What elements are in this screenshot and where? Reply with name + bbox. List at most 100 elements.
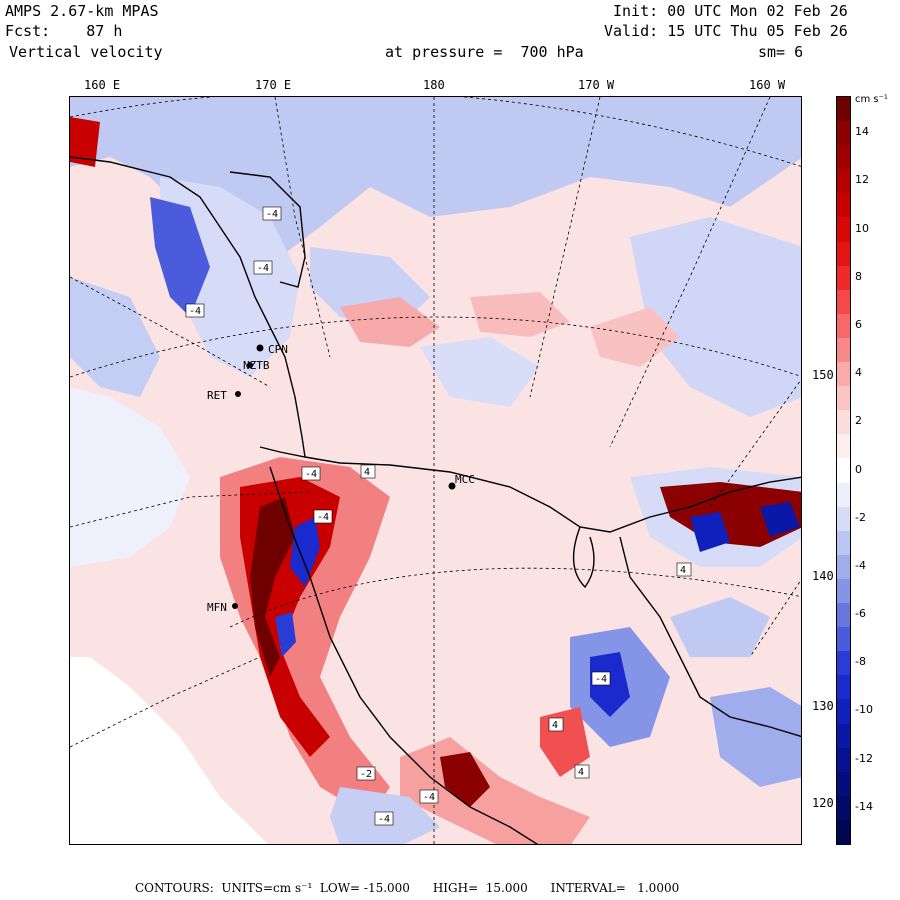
contour-label-1: -4: [266, 209, 278, 220]
downdraft-northwest: [150, 197, 210, 317]
negative-patch-east: [670, 597, 770, 657]
colorbar-cell: [837, 386, 850, 411]
colorbar-tick-label: -8: [855, 655, 866, 669]
forecast-hour: Fcst: 87 h: [5, 22, 123, 40]
colorbar-units: cm s⁻¹: [855, 94, 888, 105]
colorbar-tick-label: 0: [855, 462, 862, 476]
colorbar-cell: [837, 145, 850, 170]
meridian-160e: [70, 276, 271, 388]
lon-label-180: 180: [423, 78, 445, 92]
smoothing: sm= 6: [758, 43, 804, 61]
colorbar-cell: [837, 313, 850, 339]
colorbar-tick-label: -10: [855, 703, 873, 717]
station-dot-mfn: [232, 603, 238, 609]
colorbar-tick-label: -4: [855, 558, 866, 572]
colorbar-tick-label: 8: [855, 269, 862, 283]
meridian-140w: [749, 579, 801, 658]
coast-roosevelt-island: [572, 526, 595, 589]
colorbar-cell: [837, 578, 850, 604]
station-label-cpn: CPN: [268, 343, 288, 356]
lon-label-170e: 170 E: [255, 78, 292, 92]
field-name: Vertical velocity: [9, 43, 163, 61]
colorbar: [836, 96, 851, 845]
colorbar-cell: [837, 337, 850, 363]
downdraft-core-a: [290, 517, 320, 587]
downdraft-core-east-b: [760, 502, 800, 537]
contour-label-13: -2: [360, 769, 372, 780]
lon-label-160e: 160 E: [84, 78, 121, 92]
colorbar-tick-label: -2: [855, 510, 866, 524]
positive-patch-a: [340, 297, 440, 347]
colorbar-tick-label: -12: [855, 751, 873, 765]
contour-label-10: 4: [578, 767, 584, 778]
colorbar-cell: [837, 554, 850, 580]
colorbar-cell: [837, 819, 850, 845]
colorbar-cell: [837, 795, 850, 821]
colorbar-cell: [837, 193, 850, 219]
colorbar-cell: [837, 362, 850, 387]
station-dot-mcc: [448, 482, 456, 490]
coast-victoria-land: [70, 156, 306, 458]
neutral-region-sw: [70, 657, 268, 844]
colorbar-cell: [837, 675, 850, 700]
colorbar-cell: [837, 458, 850, 484]
colorbar-tick-label: 6: [855, 317, 862, 331]
colorbar-cell: [837, 723, 850, 749]
negative-region-far-east: [710, 687, 801, 787]
contour-label-6: -4: [317, 512, 329, 523]
station-label-ret: RET: [207, 389, 227, 402]
contour-label-2: -4: [257, 263, 269, 274]
colorbar-tick-label: 4: [855, 366, 862, 380]
contour-label-9: -4: [595, 674, 607, 685]
contour-labels: -4 -4 -4 4 -4 -4 4 4 -4 4 -4 -4 -2: [185, 206, 692, 826]
contour-info: CONTOURS: UNITS=cm s⁻¹ LOW= -15.000 HIGH…: [135, 881, 680, 895]
contour-label-11: -4: [423, 792, 435, 803]
positive-patch-c: [590, 307, 680, 367]
colorbar-cell: [837, 627, 850, 652]
colorbar-cell: [837, 410, 850, 435]
contour-label-7: 4: [680, 565, 686, 576]
valid-time: Valid: 15 UTC Thu 05 Feb 26: [604, 22, 848, 40]
parallel-mid: [70, 316, 801, 378]
colorbar-cell: [837, 530, 850, 556]
ross-ice-shelf-front: [259, 446, 801, 533]
station-dot-cpn: [256, 344, 264, 352]
station-dot-ret: [235, 391, 241, 397]
contour-label-5: -4: [305, 469, 317, 480]
colorbar-cell: [837, 482, 850, 508]
extreme-updraft-core: [250, 497, 295, 677]
meridian-170e: [274, 97, 331, 358]
downdraft-core-b: [275, 612, 296, 657]
colorbar-cell: [837, 97, 850, 122]
colorbar-cell: [837, 603, 850, 628]
station-markers: CPN NZTB RET MCC MFN: [207, 343, 475, 614]
pale-blue-region-west: [70, 387, 190, 567]
colorbar-tick-label: -14: [855, 799, 873, 813]
coast-peninsula: [229, 171, 306, 288]
grounding-line: [269, 466, 539, 844]
meridian-140e: [70, 656, 261, 748]
colorbar-tick-label: 10: [855, 221, 869, 235]
init-time: Init: 00 UTC Mon 02 Feb 26: [613, 2, 848, 20]
meridian-170w: [529, 97, 601, 398]
colorbar-cell: [837, 506, 850, 532]
contour-label-3: -4: [189, 306, 201, 317]
negative-region-west: [70, 277, 160, 397]
parallel-north: [70, 97, 801, 167]
colorbar-cell: [837, 265, 850, 291]
meridian-150w: [709, 379, 801, 508]
strong-updraft-south: [440, 752, 490, 807]
coast-marie-byrd: [619, 536, 801, 738]
coastline: [70, 156, 801, 844]
colorbar-cell: [837, 747, 850, 773]
colorbar-tick-label: -6: [855, 607, 866, 621]
updraft-northwest-corner: [70, 117, 100, 167]
pressure-level: at pressure = 700 hPa: [385, 43, 584, 61]
negative-region-east: [630, 217, 801, 417]
lon-label-160w: 160 W: [749, 78, 786, 92]
colorbar-tick-label: 12: [855, 173, 869, 187]
station-label-mfn: MFN: [207, 601, 227, 614]
contour-label-8: 4: [552, 720, 558, 731]
station-dot-nztb: [247, 362, 253, 368]
colorbar-cell: [837, 121, 850, 146]
